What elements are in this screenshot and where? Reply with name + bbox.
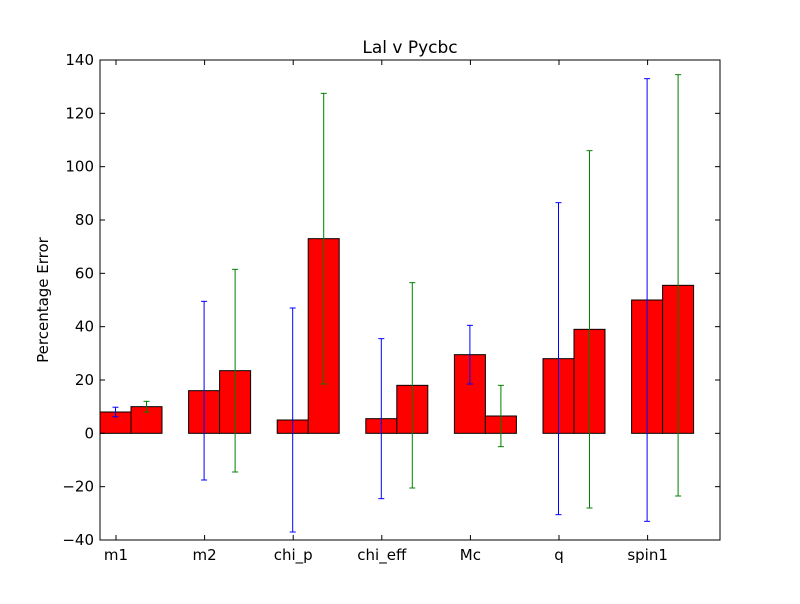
- x-tick-label-q: q: [554, 546, 564, 564]
- y-tick-label: 0: [84, 424, 94, 442]
- y-tick-label: 120: [65, 104, 94, 122]
- y-tick-label: 20: [75, 371, 94, 389]
- chart-title: Lal v Pycbc: [362, 38, 457, 58]
- y-tick-label: 80: [75, 211, 94, 229]
- x-tick-label-chi_eff: chi_eff: [357, 546, 407, 565]
- y-tick-label: −40: [62, 531, 94, 549]
- x-tick-label-m2: m2: [193, 546, 217, 564]
- y-tick-label: −20: [62, 478, 94, 496]
- y-tick-label: 60: [75, 264, 94, 282]
- x-tick-label-m1: m1: [104, 546, 128, 564]
- y-axis-label: Percentage Error: [34, 236, 52, 363]
- y-tick-label: 100: [65, 158, 94, 176]
- error-bars-layer: [112, 74, 682, 533]
- y-tick-label: 40: [75, 318, 94, 336]
- y-tick-label: 140: [65, 51, 94, 69]
- x-tick-label-spin1: spin1: [627, 546, 668, 564]
- plot-frame: [99, 59, 721, 541]
- x-tick-label-chi_p: chi_p: [274, 546, 313, 565]
- axes-layer: −40 −20 0 20 40 60 80 100 120 140 m1 m2 chi_p chi_eff…: [62, 51, 721, 565]
- x-tick-label-Mc: Mc: [460, 546, 481, 564]
- bars-layer: [99, 238, 695, 434]
